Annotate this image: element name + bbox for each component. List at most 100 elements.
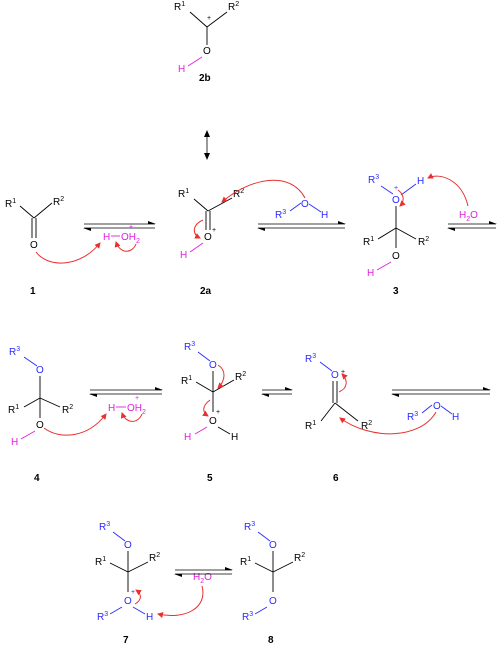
oxygen-label: O bbox=[392, 251, 400, 262]
compound-6: R3 O + R1 R2 6 bbox=[305, 353, 372, 484]
oxygen-label: O bbox=[301, 199, 309, 210]
r3-label: R3 bbox=[244, 521, 255, 533]
r1-label: R1 bbox=[240, 556, 251, 568]
r1-label: R1 bbox=[8, 404, 19, 416]
r1-label: R1 bbox=[178, 188, 189, 200]
oxygen-label: O bbox=[204, 232, 212, 243]
oxygen-label: O bbox=[36, 420, 44, 431]
svg-text:+: + bbox=[341, 369, 345, 376]
r1-label: R1 bbox=[363, 236, 374, 248]
hydrogen-label: H bbox=[180, 250, 187, 261]
equilibrium-arrow-7 bbox=[174, 567, 233, 577]
compound-1: R1 R2 O 1 bbox=[5, 196, 64, 297]
compound-5: R3 O R1 R2 O + H H 5 bbox=[181, 341, 246, 484]
water-label: H2O bbox=[459, 210, 478, 223]
svg-text:+: + bbox=[135, 395, 139, 402]
compound-4: R3 O R1 R2 O H 4 bbox=[8, 346, 73, 484]
hydronium-2: H OH2 + bbox=[108, 395, 146, 416]
oxygen-label: O bbox=[269, 596, 277, 607]
r2-label: R2 bbox=[361, 420, 372, 432]
r1-label: R1 bbox=[181, 375, 192, 387]
svg-text:+: + bbox=[216, 409, 220, 416]
r3-label: R3 bbox=[275, 209, 286, 221]
r1-label: R1 bbox=[95, 556, 106, 568]
compound-7: R3 O R1 R2 O + R3 H 7 bbox=[95, 521, 160, 646]
resonance-arrow bbox=[204, 130, 210, 160]
compound-number-5: 5 bbox=[207, 473, 213, 484]
hydrogen-label: H bbox=[178, 64, 185, 75]
oxygen-label: O bbox=[331, 370, 339, 381]
r2-label: R2 bbox=[235, 371, 246, 383]
compound-number-3: 3 bbox=[393, 286, 399, 297]
oxygen-label: O bbox=[209, 360, 217, 371]
hydrogen-label: H bbox=[321, 210, 328, 221]
hydrogen-label: H bbox=[146, 612, 153, 623]
compound-number-2a: 2a bbox=[200, 286, 212, 297]
alcohol-reagent-2: R3 O H bbox=[407, 401, 459, 423]
compound-number-4: 4 bbox=[34, 473, 40, 484]
oxygen-label: O bbox=[30, 240, 38, 251]
equilibrium-arrow-1 bbox=[83, 221, 156, 231]
r2-label: R2 bbox=[62, 404, 73, 416]
equilibrium-arrow-3 bbox=[447, 221, 497, 231]
r1-label: R1 bbox=[174, 1, 185, 13]
hydrogen-label-2: H bbox=[231, 432, 238, 443]
compound-8: R3 O R1 R2 O R3 8 bbox=[240, 521, 305, 646]
compound-2a: R1 R2 O + H 2a bbox=[178, 188, 244, 297]
r1-label: R1 bbox=[305, 420, 316, 432]
svg-text:+: + bbox=[129, 224, 133, 231]
oxygen-label: O bbox=[203, 46, 211, 57]
equilibrium-arrow-2 bbox=[257, 221, 346, 231]
alcohol-reagent-1: R3 O H bbox=[275, 199, 328, 221]
r3-label: R3 bbox=[407, 411, 418, 423]
r3-label: R3 bbox=[9, 346, 20, 358]
oh2-label: OH2 bbox=[121, 232, 140, 245]
compound-number-8: 8 bbox=[268, 635, 274, 646]
hydronium-1: H OH2 + bbox=[103, 224, 140, 245]
plus-charge: + bbox=[207, 15, 211, 22]
equilibrium-arrow-4 bbox=[89, 387, 163, 397]
oxygen-label: O bbox=[209, 416, 217, 427]
water-2: H2O bbox=[193, 572, 212, 585]
water-label: H2O bbox=[193, 572, 212, 585]
compound-number-7: 7 bbox=[123, 635, 129, 646]
hydrogen-label: H bbox=[108, 403, 115, 414]
compound-number-1: 1 bbox=[30, 286, 36, 297]
oxygen-label: O bbox=[269, 540, 277, 551]
oxygen-label: O bbox=[124, 540, 132, 551]
svg-text:+: + bbox=[394, 185, 398, 192]
r2-label: R2 bbox=[233, 188, 244, 200]
compound-number-6: 6 bbox=[333, 473, 339, 484]
r3-label: R3 bbox=[368, 174, 379, 186]
r3-label: R3 bbox=[184, 341, 195, 353]
r3-label-2: R3 bbox=[242, 611, 253, 623]
r2-label: R2 bbox=[294, 552, 305, 564]
r2-label: R2 bbox=[228, 1, 239, 13]
water-1: H2O bbox=[459, 210, 478, 223]
oxygen-label: O bbox=[433, 401, 441, 412]
compound-2b: R1 R2 + O H 2b bbox=[174, 1, 239, 84]
equilibrium-arrow-6 bbox=[391, 387, 491, 397]
hydrogen-label: H bbox=[367, 268, 374, 279]
r3-label: R3 bbox=[305, 353, 316, 365]
oxygen-label: O bbox=[124, 596, 132, 607]
svg-text:+: + bbox=[212, 227, 216, 234]
hydrogen-label: H bbox=[452, 412, 459, 423]
r2-label: R2 bbox=[418, 236, 429, 248]
r3-label: R3 bbox=[99, 521, 110, 533]
hydrogen-label: H bbox=[417, 176, 424, 187]
r3-label-2: R3 bbox=[97, 611, 108, 623]
svg-text:+: + bbox=[131, 589, 135, 596]
compound-number-2b: 2b bbox=[199, 73, 211, 84]
oxygen-label: O bbox=[36, 365, 44, 376]
oh2-label: OH2 bbox=[127, 403, 146, 416]
hydrogen-label: H bbox=[11, 437, 18, 448]
compound-3: R3 O + - H R1 R2 O H 3 bbox=[363, 174, 429, 297]
r2-label: R2 bbox=[149, 552, 160, 564]
hydrogen-label: H bbox=[103, 232, 110, 243]
oxygen-label: O bbox=[392, 195, 400, 206]
hydrogen-label: H bbox=[184, 432, 191, 443]
r1-label: R1 bbox=[5, 198, 16, 210]
r2-label: R2 bbox=[53, 196, 64, 208]
